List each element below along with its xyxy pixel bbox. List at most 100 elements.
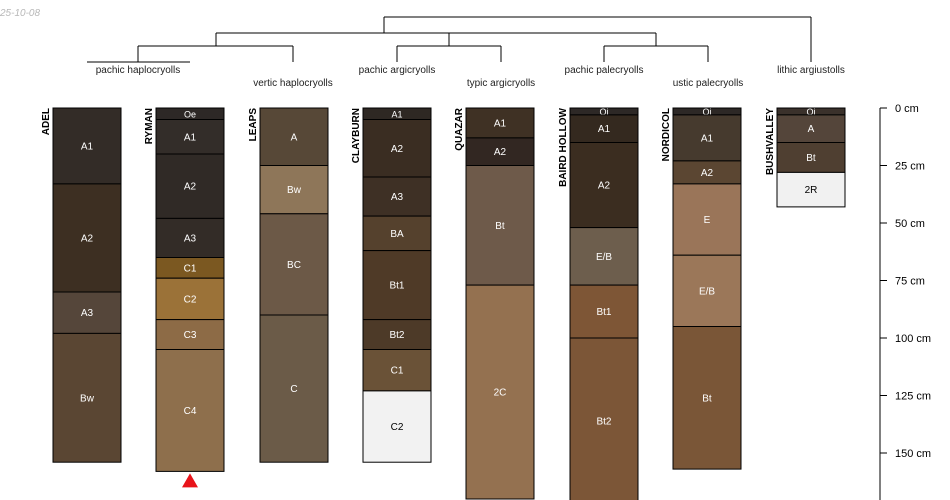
horizon-label: A2 [701, 168, 714, 179]
horizon [362, 250, 432, 321]
class-label: pachic haplocryolls [96, 65, 181, 76]
horizon [569, 337, 639, 500]
horizon-label: Bw [80, 393, 95, 404]
horizon-label: A3 [391, 192, 404, 203]
date-stamp: 25-10-08 [0, 8, 41, 19]
depth-tick-label: 75 cm [895, 276, 925, 288]
horizon-label: Bt2 [596, 416, 611, 427]
horizon-label: C3 [184, 330, 197, 341]
horizon-label: Oi [703, 107, 712, 117]
horizon [672, 326, 742, 470]
profile-name: NORDICOL [661, 108, 672, 161]
horizon-label: A3 [184, 233, 197, 244]
class-label: pachic argicryolls [359, 65, 436, 76]
depth-tick-label: 150 cm [895, 448, 931, 460]
horizon-label: A1 [184, 132, 197, 143]
horizon-label: A1 [391, 109, 402, 119]
horizon [672, 254, 742, 327]
class-label: lithic argiustolls [777, 65, 845, 76]
class-label: typic argicryolls [467, 78, 535, 89]
horizon-label: Bt [806, 153, 816, 164]
horizon [52, 332, 122, 463]
horizon [259, 107, 329, 166]
horizon-label: Bt1 [389, 281, 404, 292]
horizon-label: Bt2 [389, 330, 404, 341]
horizon [569, 114, 639, 144]
horizon-label: Bt1 [596, 307, 611, 318]
horizon [259, 165, 329, 215]
horizon [52, 183, 122, 293]
depth-tick-label: 0 cm [895, 103, 919, 115]
horizon [362, 215, 432, 252]
horizon [569, 284, 639, 339]
profile-name: RYMAN [144, 108, 155, 144]
horizon-label: BC [287, 260, 301, 271]
profile-name: BUSHVALLEY [765, 108, 776, 175]
horizon-label: Bt [495, 221, 505, 232]
horizon [465, 107, 535, 139]
horizon-label: E [704, 215, 711, 226]
horizon-label: E/B [596, 252, 612, 263]
profile-name: CLAYBURN [351, 108, 362, 163]
horizon-label: 2C [494, 388, 507, 399]
dendrogram [87, 16, 812, 63]
horizon [362, 390, 432, 463]
horizon [155, 277, 225, 321]
horizon-label: C2 [391, 422, 404, 433]
horizon [362, 319, 432, 351]
horizon [362, 119, 432, 178]
horizon [569, 227, 639, 286]
horizon-label: Oe [184, 109, 196, 119]
horizon-label: Bt [702, 393, 712, 404]
horizon-label: A1 [494, 118, 507, 129]
profile-name: BAIRD HOLLOW [558, 107, 569, 186]
horizon [672, 183, 742, 256]
horizon-label: Oi [807, 107, 816, 117]
horizon [259, 314, 329, 463]
horizon-label: A2 [81, 233, 94, 244]
horizon-label: C1 [391, 366, 404, 377]
horizon-label: A1 [598, 124, 611, 135]
horizon-label: A3 [81, 308, 94, 319]
depth-tick-label: 125 cm [895, 391, 931, 403]
horizon-label: C2 [184, 294, 197, 305]
class-label: pachic palecryolls [565, 65, 644, 76]
horizon [465, 284, 535, 500]
class-label: ustic palecryolls [673, 78, 744, 89]
horizon-label: A2 [184, 182, 197, 193]
horizon [259, 213, 329, 316]
horizon [155, 217, 225, 258]
horizon-label: A1 [701, 133, 714, 144]
horizon-label: A [808, 124, 815, 135]
class-label: vertic haplocryolls [253, 78, 332, 89]
horizon-label: 2R [805, 185, 818, 196]
profile-name: ADEL [41, 108, 52, 135]
depth-tick-label: 50 cm [895, 218, 925, 230]
depth-tick-label: 25 cm [895, 161, 925, 173]
horizon-label: A2 [494, 147, 507, 158]
horizon-label: Oi [600, 107, 609, 117]
horizon-label: E/B [699, 286, 715, 297]
horizon-label: C4 [184, 406, 197, 417]
profile-name: QUAZAR [454, 107, 465, 151]
horizon [776, 142, 846, 173]
horizon [362, 349, 432, 392]
horizon [155, 119, 225, 155]
horizon [362, 176, 432, 217]
horizon [776, 171, 846, 208]
horizon-label: A2 [598, 181, 611, 192]
horizon-label: C [290, 384, 297, 395]
horizon-label: C1 [184, 263, 197, 274]
horizon-label: Bw [287, 185, 302, 196]
depth-tick-label: 100 cm [895, 333, 931, 345]
horizon-label: A [291, 132, 298, 143]
horizon-label: BA [390, 229, 404, 240]
horizon [465, 165, 535, 286]
horizon [155, 349, 225, 472]
profile-marker [182, 473, 198, 488]
horizon [155, 319, 225, 351]
profile-name: LEAPS [248, 108, 259, 142]
horizon-label: A1 [81, 141, 94, 152]
horizon [776, 114, 846, 144]
